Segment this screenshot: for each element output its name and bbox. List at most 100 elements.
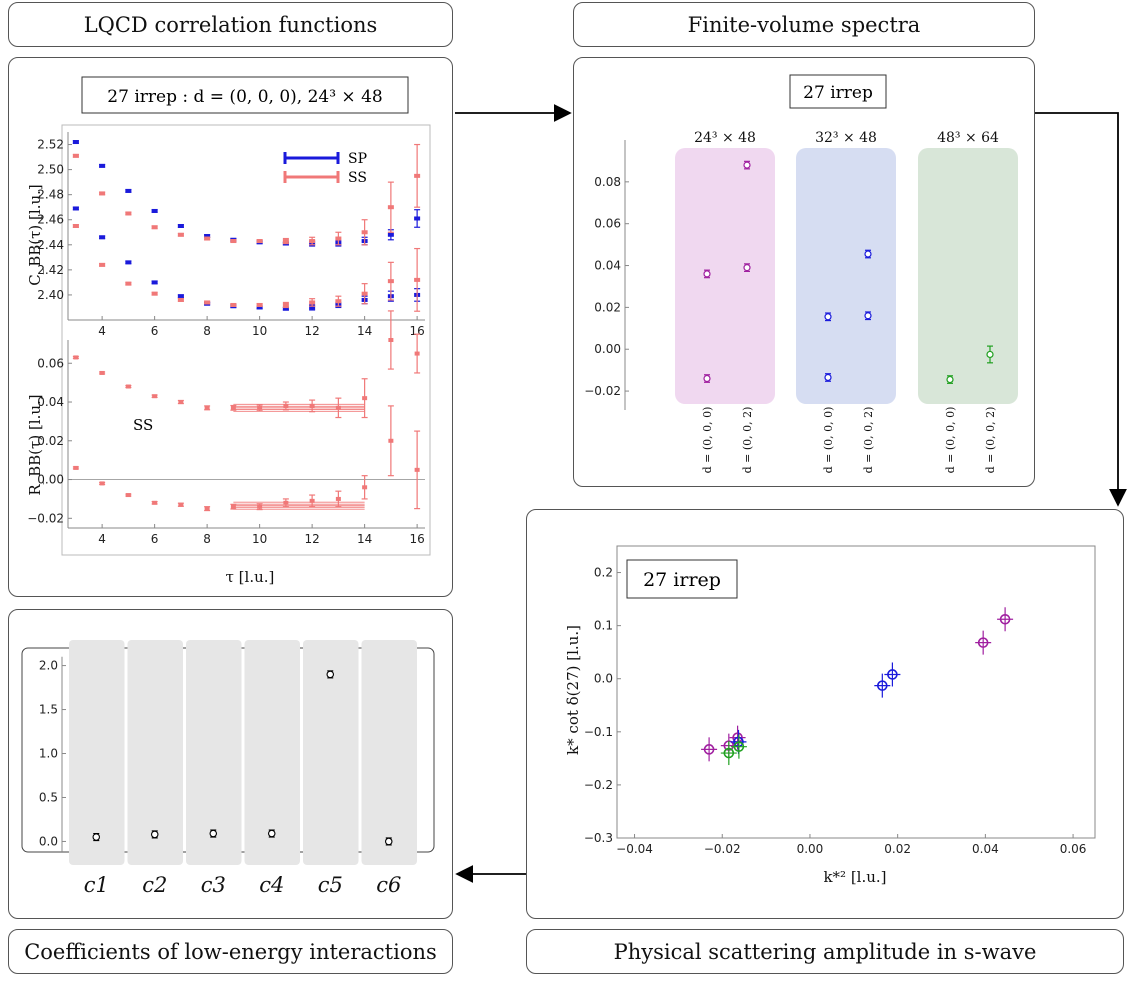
coeff-point — [92, 833, 101, 841]
top-point-sp — [99, 235, 106, 240]
phys-x-tick-label: −0.02 — [704, 842, 741, 856]
top-point-ss — [125, 211, 132, 216]
top-point-ss — [361, 291, 368, 296]
spectra-volume-label: 48³ × 64 — [937, 130, 999, 146]
bot-point-ss — [414, 351, 420, 356]
title-physical-amplitude-text: Physical scattering amplitude in s-wave — [613, 939, 1037, 964]
top-point-sp — [72, 140, 79, 145]
coeff-y-tick-label: 0.0 — [39, 834, 58, 848]
top-point-ss — [309, 239, 316, 244]
top-point-sp — [177, 224, 184, 228]
phys-x-tick-label: 0.02 — [884, 842, 911, 856]
coeff-y-tick-label: 2.0 — [39, 659, 58, 673]
bot-y-tick-label: 0.02 — [37, 434, 64, 448]
bot-point-ss — [73, 355, 79, 360]
spectra-volume-label: 32³ × 48 — [815, 130, 877, 146]
top-point-ss — [387, 205, 394, 210]
bot-y-tick-label: 0.06 — [37, 356, 64, 370]
spectra-point — [864, 312, 872, 320]
spectra-point — [824, 373, 832, 382]
bot-point-ss — [178, 400, 184, 405]
top-point-ss — [204, 236, 211, 241]
coeff-label: c3 — [201, 873, 226, 897]
top-point-ss — [230, 302, 237, 307]
phys-point-purple — [703, 744, 715, 755]
corr-header-box: 27 irrep : d = (0, 0, 0), 24³ × 48 — [81, 76, 409, 114]
phys-y-tick-label: −0.1 — [584, 725, 613, 739]
spectra-d-label: d = (0, 0, 0) — [701, 407, 714, 474]
spectra-d-label: d = (0, 0, 2) — [984, 407, 997, 474]
bot-point-ss — [257, 504, 263, 509]
top-point-ss — [256, 302, 263, 307]
bot-point-ss — [204, 405, 210, 410]
top-point-ss — [177, 232, 184, 237]
phys-y-tick-label: −0.3 — [584, 831, 613, 845]
coeff-column-bg — [361, 640, 417, 865]
top-point-ss — [72, 153, 79, 158]
title-coefficients: Coefficients of low-energy interactions — [8, 929, 453, 974]
corr-xlabel: τ [l.u.] — [226, 568, 275, 586]
bot-point-ss — [335, 405, 341, 410]
coeff-y-tick-label: 1.0 — [39, 747, 58, 761]
phys-y-tick-label: 0.1 — [594, 619, 613, 633]
phys-x-tick-label: 0.06 — [1060, 842, 1087, 856]
top-y-tick-label: 2.44 — [37, 238, 64, 252]
top-y-tick-label: 2.46 — [37, 213, 64, 227]
spectra-point — [864, 250, 872, 258]
phys-xlabel: k*² [l.u.] — [823, 868, 886, 886]
spectra-group-bg — [918, 148, 1018, 404]
spectra-y-tick-label: 0.04 — [594, 259, 621, 273]
corr-top-plot: 4 6 8 10 12 14 16 2.40 2.42 2.44 2.46 2.48 2.50 2.52 — [37, 132, 425, 338]
bot-point-ss — [230, 405, 236, 410]
top-point-ss — [151, 291, 158, 296]
coeff-point — [326, 670, 334, 679]
spectra-group-bg — [796, 148, 896, 404]
top-point-ss — [335, 236, 342, 241]
phys-point-green — [723, 747, 735, 759]
spectra-d-label: d = (0, 0, 2) — [741, 407, 754, 474]
top-point-sp — [72, 206, 79, 211]
corr-legend: SP SS — [283, 151, 367, 186]
top-point-ss — [335, 299, 342, 304]
spectra-point — [946, 375, 954, 384]
bot-point-ss — [99, 481, 105, 486]
bot-point-ss — [309, 403, 315, 408]
top-point-sp — [125, 188, 132, 193]
phys-y-tick-label: 0.2 — [594, 566, 613, 580]
phys-ylabel: k* cot δ(27) [l.u.] — [564, 625, 582, 755]
spectra-group-bg — [675, 148, 775, 404]
top-point-sp — [99, 163, 106, 168]
phys-point-blue — [887, 669, 898, 680]
coeff-point — [209, 829, 218, 838]
spectra-y-tick-label: 0.02 — [594, 300, 621, 314]
top-x-tick-label: 12 — [304, 324, 319, 338]
phys-point-purple — [977, 637, 989, 648]
bot-point-ss — [99, 370, 105, 375]
top-x-tick-label: 14 — [357, 324, 372, 338]
top-point-sp — [125, 260, 132, 265]
top-point-sp — [414, 216, 421, 221]
spectra-point — [703, 270, 711, 278]
top-point-ss — [309, 300, 316, 305]
top-y-tick-label: 2.40 — [37, 288, 64, 302]
spectra-header-text: 27 irrep — [803, 83, 873, 103]
bot-x-tick-label: 16 — [409, 532, 424, 546]
spectra-point — [743, 264, 751, 272]
top-point-ss — [72, 224, 79, 228]
bot-point-ss — [204, 506, 210, 511]
top-point-ss — [414, 277, 421, 282]
bot-point-ss — [152, 500, 158, 505]
top-point-ss — [99, 191, 106, 196]
bot-point-ss — [125, 493, 131, 498]
top-point-ss — [230, 239, 237, 244]
top-x-tick-label: 10 — [252, 324, 267, 338]
bot-point-ss — [283, 403, 289, 408]
corr-top-ylabel: C_BB(τ) [l.u.] — [26, 184, 44, 286]
coeff-label: c5 — [318, 873, 343, 897]
title-lqcd: LQCD correlation functions — [8, 2, 453, 47]
title-physical-amplitude: Physical scattering amplitude in s-wave — [526, 929, 1124, 974]
top-y-tick-label: 2.50 — [37, 163, 64, 177]
coeff-column-bg — [303, 640, 359, 865]
top-point-sp — [151, 208, 158, 213]
